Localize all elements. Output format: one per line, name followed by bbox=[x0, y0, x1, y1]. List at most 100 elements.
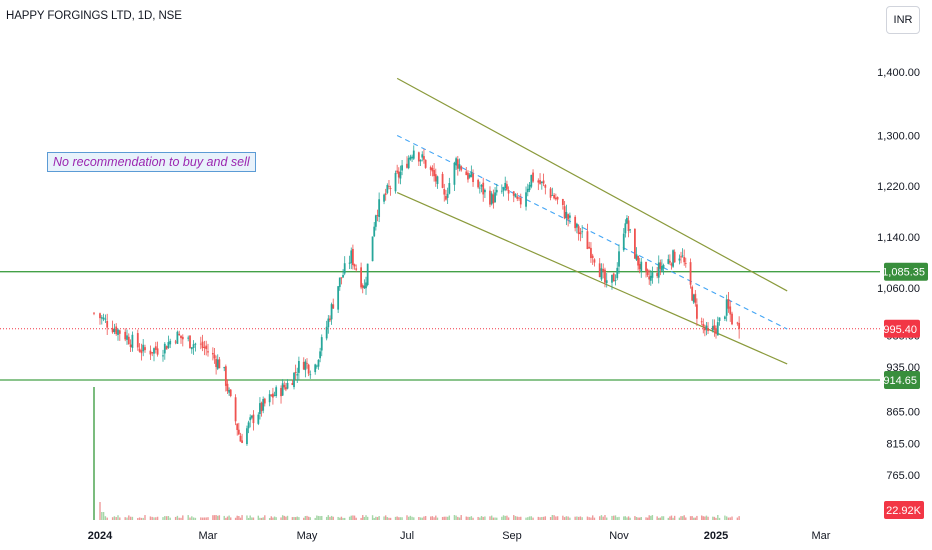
candle-body bbox=[492, 194, 495, 204]
candle-body bbox=[162, 355, 164, 357]
candle-body bbox=[99, 313, 101, 319]
candle-body bbox=[576, 223, 578, 228]
candle-body bbox=[111, 327, 114, 333]
volume-bar bbox=[700, 515, 703, 520]
candle-body bbox=[662, 264, 665, 269]
candle-body bbox=[738, 322, 741, 329]
candle-body bbox=[317, 359, 320, 367]
candle-body bbox=[723, 316, 726, 319]
candle-body bbox=[355, 268, 358, 270]
candle-body bbox=[104, 318, 107, 320]
volume-bar bbox=[504, 515, 506, 520]
candle-body bbox=[465, 171, 468, 176]
candle-body bbox=[169, 340, 172, 345]
candle-body bbox=[683, 256, 686, 263]
volume-bar bbox=[453, 515, 456, 520]
candle-body bbox=[417, 152, 420, 162]
candle-body bbox=[338, 277, 341, 288]
candle-body bbox=[624, 223, 627, 234]
candle-body bbox=[500, 190, 503, 192]
candle-body bbox=[366, 263, 369, 285]
volume-bar bbox=[718, 517, 721, 520]
candle-body bbox=[406, 163, 408, 168]
candle-body bbox=[149, 350, 152, 355]
candle-body bbox=[127, 336, 130, 345]
volume-bar bbox=[257, 515, 260, 520]
volume-bar bbox=[423, 516, 425, 520]
candle-body bbox=[565, 211, 568, 219]
volume-bar bbox=[260, 517, 263, 520]
volume-bar bbox=[418, 517, 420, 520]
candle-body bbox=[577, 226, 580, 235]
candle-body bbox=[694, 293, 697, 303]
candle-body bbox=[144, 347, 146, 351]
candle-body bbox=[568, 215, 571, 218]
candle-body bbox=[680, 256, 682, 258]
candle-body bbox=[181, 336, 184, 340]
volume-bar bbox=[386, 517, 389, 520]
candle-body bbox=[216, 359, 219, 369]
volume-bar bbox=[217, 515, 219, 520]
volume-bar bbox=[350, 515, 352, 520]
candle-body bbox=[203, 346, 206, 349]
volume-bar bbox=[727, 517, 730, 520]
volume-bar bbox=[106, 517, 108, 520]
volume-bar bbox=[373, 517, 375, 520]
volume-bar bbox=[458, 517, 461, 520]
volume-bar bbox=[129, 516, 132, 520]
candle-body bbox=[480, 184, 483, 187]
candle-body bbox=[586, 231, 589, 250]
x-tick-label: Jul bbox=[400, 530, 414, 542]
candle-body bbox=[648, 276, 651, 280]
volume-bar bbox=[556, 516, 559, 520]
candle-body bbox=[383, 194, 385, 202]
volume-bars bbox=[93, 387, 740, 520]
candle-body bbox=[516, 196, 519, 199]
candle-body bbox=[378, 199, 381, 218]
volume-bar bbox=[530, 516, 532, 520]
volume-bar bbox=[293, 516, 295, 520]
volume-bar bbox=[117, 515, 119, 520]
volume-bar bbox=[472, 517, 474, 520]
volume-bar bbox=[238, 516, 240, 520]
candle-body bbox=[678, 258, 681, 261]
volume-bar bbox=[268, 517, 271, 520]
volume-bar bbox=[207, 517, 209, 520]
volume-bar bbox=[344, 517, 346, 520]
candle-body bbox=[304, 361, 307, 371]
candle-body bbox=[468, 174, 471, 178]
volume-bar bbox=[262, 517, 264, 520]
volume-bar bbox=[203, 517, 206, 520]
annotation-note[interactable]: No recommendation to buy and sell bbox=[47, 152, 256, 172]
candle-body bbox=[554, 197, 557, 200]
candle-body bbox=[407, 158, 410, 169]
candle-body bbox=[207, 351, 209, 353]
candle-body bbox=[598, 263, 601, 278]
volume-bar bbox=[348, 516, 351, 520]
candle-body bbox=[343, 263, 346, 274]
y-tick-label: 1,300.00 bbox=[877, 130, 920, 142]
volume-bar bbox=[339, 517, 341, 520]
candle-body bbox=[593, 259, 596, 263]
volume-bar bbox=[465, 516, 467, 520]
volume-bar bbox=[635, 516, 638, 520]
volume-bar bbox=[281, 515, 284, 520]
candle-body bbox=[672, 250, 674, 267]
volume-bar bbox=[241, 515, 243, 520]
volume-bar bbox=[236, 515, 238, 520]
volume-bar bbox=[707, 516, 709, 520]
volume-bar bbox=[307, 516, 310, 520]
volume-bar bbox=[567, 516, 569, 520]
volume-bar bbox=[494, 517, 496, 520]
volume-bar bbox=[532, 517, 534, 520]
candle-body bbox=[399, 171, 402, 179]
candle-body bbox=[705, 325, 708, 330]
y-tick-label: 865.00 bbox=[886, 407, 920, 419]
candle-body bbox=[715, 328, 717, 334]
last-price-tag bbox=[884, 319, 920, 338]
volume-bar bbox=[651, 515, 654, 520]
currency-button[interactable]: INR bbox=[886, 6, 920, 34]
volume-bar bbox=[614, 515, 617, 520]
volume-bar bbox=[128, 515, 130, 520]
